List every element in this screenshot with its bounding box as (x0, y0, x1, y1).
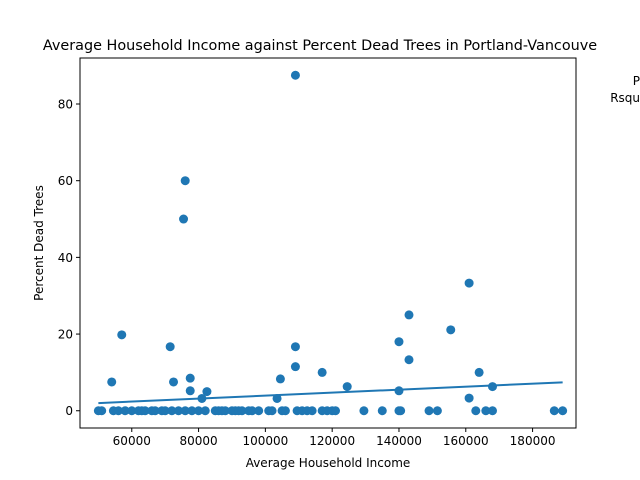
data-point (342, 382, 352, 392)
data-point (174, 406, 184, 416)
data-point (117, 330, 127, 340)
trend-line (98, 381, 563, 405)
data-point (396, 406, 406, 416)
data-point (331, 406, 341, 416)
data-point (359, 406, 369, 416)
y-tick-label: 60 (58, 174, 73, 188)
data-point (202, 387, 212, 397)
data-point (394, 337, 404, 347)
data-point (237, 406, 247, 416)
data-point (180, 176, 190, 186)
data-point (160, 406, 170, 416)
data-point (107, 377, 117, 387)
data-point (558, 406, 568, 416)
data-point (280, 406, 290, 416)
data-point (113, 406, 123, 416)
data-point (267, 406, 277, 416)
data-point (290, 70, 300, 80)
data-point (290, 362, 300, 372)
data-point (97, 406, 107, 416)
data-point (464, 393, 474, 403)
x-tick-label: 160000 (443, 434, 489, 448)
y-tick-label: 80 (58, 98, 73, 112)
y-tick-label: 20 (58, 328, 73, 342)
data-point (481, 406, 491, 416)
data-point (187, 406, 197, 416)
data-point (307, 406, 317, 416)
data-point (140, 406, 150, 416)
data-point (471, 406, 481, 416)
data-point (487, 406, 497, 416)
chart-title: Average Household Income against Percent… (43, 38, 597, 54)
data-point (197, 393, 207, 403)
annotation-line-1: P (633, 74, 640, 88)
data-point (127, 406, 137, 416)
data-point (180, 406, 190, 416)
data-point (185, 386, 195, 396)
data-point (394, 386, 404, 396)
data-point (275, 374, 285, 384)
data-point (290, 342, 300, 352)
x-tick-label: 140000 (376, 434, 422, 448)
x-axis: 60000 80000 100000 120000 140000 160000 180000 (113, 428, 556, 448)
y-tick-label: 40 (58, 251, 73, 265)
data-layer (93, 70, 568, 416)
data-point (169, 377, 179, 387)
y-axis: 0 20 40 60 80 (58, 98, 80, 418)
x-tick-label: 80000 (179, 434, 217, 448)
x-tick-label: 120000 (309, 434, 355, 448)
data-point (185, 373, 195, 383)
plot-area (79, 57, 577, 429)
annotation-line-2: Rsqu (610, 91, 640, 105)
x-tick-label: 180000 (510, 434, 556, 448)
data-point (167, 406, 177, 416)
data-point (120, 406, 130, 416)
x-tick-label: 60000 (113, 434, 151, 448)
x-tick-label: 100000 (242, 434, 288, 448)
x-axis-label: Average Household Income (246, 456, 411, 470)
data-point (464, 278, 474, 288)
y-axis-label: Percent Dead Trees (32, 185, 46, 301)
data-point (487, 382, 497, 392)
data-point (220, 406, 230, 416)
data-point (474, 367, 484, 377)
data-point (254, 406, 264, 416)
data-point (317, 367, 327, 377)
data-point (179, 214, 189, 224)
data-point (404, 310, 414, 320)
annotation-text: P Rsqu (610, 74, 640, 105)
data-point (424, 406, 434, 416)
data-point (200, 406, 210, 416)
data-point (247, 406, 257, 416)
axes-frame (79, 57, 577, 429)
data-point (549, 406, 559, 416)
data-point (194, 406, 204, 416)
data-point (377, 406, 387, 416)
data-point (432, 406, 442, 416)
data-point (272, 393, 282, 403)
data-point (404, 355, 414, 365)
data-point (165, 342, 175, 352)
data-point (446, 325, 456, 335)
y-tick-label: 0 (65, 404, 73, 418)
data-point (150, 406, 160, 416)
